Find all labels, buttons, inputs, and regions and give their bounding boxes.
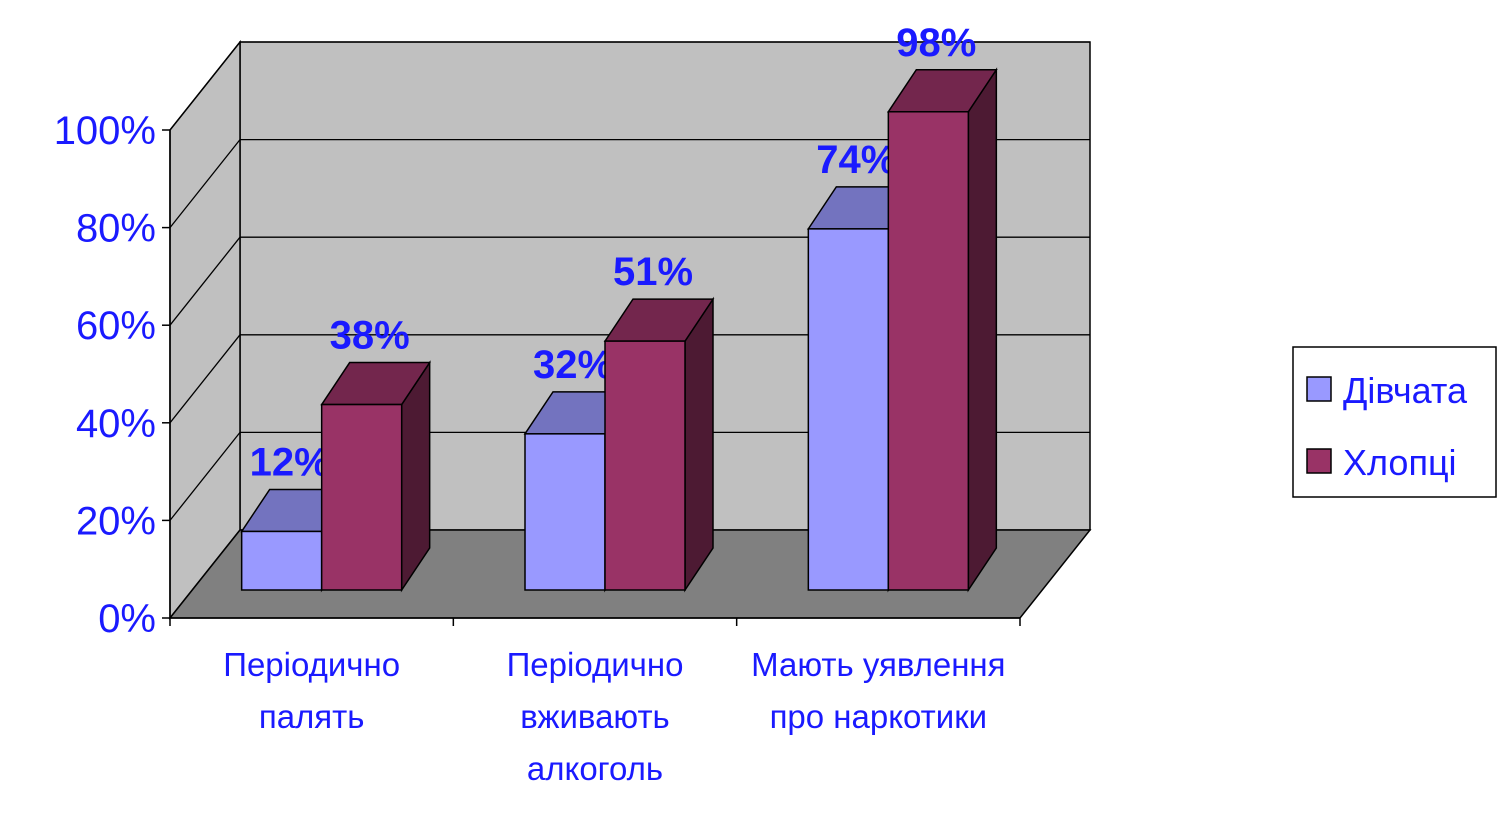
legend-swatch xyxy=(1306,448,1332,474)
gridline-side xyxy=(169,139,241,229)
legend-label: Дівчата xyxy=(1343,370,1468,411)
y-tick-label: 20% xyxy=(76,499,156,543)
data-label: 51% xyxy=(613,250,693,294)
bar xyxy=(240,530,323,591)
category-label-line: палять xyxy=(259,698,365,735)
bar xyxy=(604,340,686,591)
bar xyxy=(807,228,890,591)
legend-swatch xyxy=(1306,376,1332,402)
category-label-line: Періодично xyxy=(507,646,684,683)
gridline-side xyxy=(169,334,241,424)
category-label: Періодично вживають алкоголь xyxy=(507,646,684,787)
category-label: Мають уявлення про наркотики xyxy=(751,646,1005,735)
gridline-side xyxy=(169,236,241,326)
data-label: 12% xyxy=(250,440,330,484)
bar-side xyxy=(967,67,998,593)
gridline-side xyxy=(169,431,241,521)
bar xyxy=(887,111,970,591)
data-label: 74% xyxy=(816,138,896,182)
legend-label: Хлопці xyxy=(1343,442,1457,483)
side-wall xyxy=(169,39,241,621)
category-label: Періодично палять xyxy=(223,646,400,735)
data-label: 32% xyxy=(533,343,613,387)
y-tick-label: 40% xyxy=(76,402,156,446)
y-tick-label: 60% xyxy=(76,304,156,348)
data-label: 98% xyxy=(896,21,976,65)
y-tick-label: 80% xyxy=(76,207,156,251)
y-tick-label: 100% xyxy=(54,109,156,153)
data-label: 38% xyxy=(330,314,410,358)
category-label-line: алкоголь xyxy=(527,750,663,787)
y-tick-label: 0% xyxy=(98,597,156,641)
gridline-side xyxy=(169,41,241,131)
bar xyxy=(524,433,606,591)
category-label-line: Мають уявлення xyxy=(751,646,1005,683)
category-label-line: Періодично xyxy=(223,646,400,683)
bar xyxy=(320,403,403,591)
category-label-line: про наркотики xyxy=(770,698,988,735)
bar-side xyxy=(684,296,714,593)
category-label-line: вживають xyxy=(520,698,670,735)
